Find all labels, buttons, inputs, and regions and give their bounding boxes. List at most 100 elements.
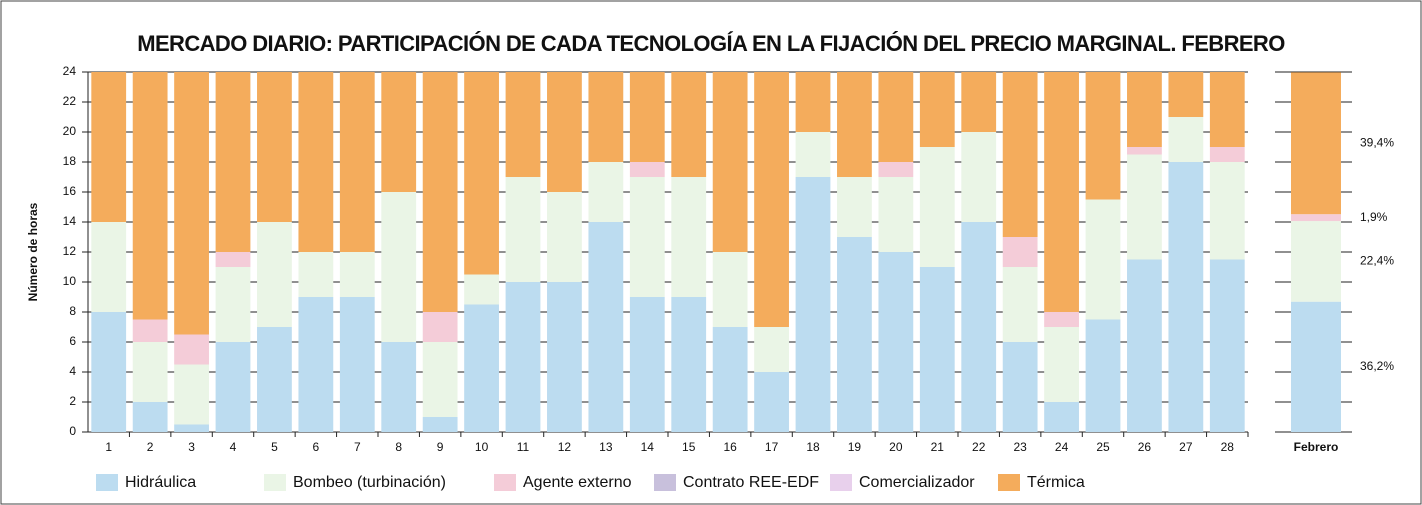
legend-swatch [494, 474, 516, 491]
bar-segment [422, 312, 458, 342]
bar-segment [215, 72, 251, 252]
bar-segment [339, 252, 375, 297]
bar-segment [795, 177, 831, 432]
bar-segment [215, 342, 251, 432]
bar-segment [464, 274, 499, 305]
bar-segment [961, 72, 997, 132]
legend-label: Comercializador [859, 474, 975, 491]
bar-segment [837, 237, 872, 432]
bar-segment [1002, 237, 1038, 267]
legend-swatch [998, 474, 1020, 491]
x-tick-label: 27 [1179, 440, 1193, 454]
legend-swatch [830, 474, 852, 491]
legend-swatch [96, 474, 118, 491]
bar-segment [422, 342, 458, 417]
bar-segment [629, 162, 665, 177]
bar-segment [422, 417, 458, 432]
x-tick-label: 13 [599, 440, 613, 454]
x-tick-label: 2 [147, 440, 154, 454]
bar-segment [257, 327, 292, 432]
bar-segment [629, 177, 665, 297]
bar-segment [174, 72, 209, 335]
bar-segment [919, 267, 955, 432]
bar-segment [422, 72, 458, 312]
x-tick-label: 17 [765, 440, 779, 454]
x-tick-label: 19 [848, 440, 862, 454]
x-tick-label: 23 [1013, 440, 1027, 454]
x-tick-label: 15 [682, 440, 696, 454]
summary-segment [1291, 214, 1341, 222]
bar-segment [339, 297, 375, 432]
y-tick-label: 24 [63, 64, 77, 78]
y-tick-label: 20 [63, 124, 77, 138]
bar-segment [91, 312, 127, 432]
bar-segment [174, 424, 209, 432]
summary-label: 36,2% [1360, 359, 1394, 373]
x-tick-label: 11 [517, 440, 530, 454]
bar-segment [464, 72, 499, 275]
bar-segment [1002, 72, 1038, 237]
y-tick-label: 2 [69, 394, 76, 408]
summary-category: Febrero [1294, 440, 1339, 454]
bar-segment [174, 334, 209, 365]
summary-segment [1291, 221, 1341, 302]
bar-segment [712, 327, 748, 432]
x-tick-label: 9 [437, 440, 444, 454]
bar-segment [257, 72, 292, 222]
bar-segment [257, 222, 292, 327]
bar-segment [1209, 162, 1245, 260]
bar-segment [671, 72, 707, 177]
bar-segment [381, 72, 417, 192]
bar-segment [754, 72, 789, 327]
x-tick-label: 18 [806, 440, 820, 454]
summary-label: 1,9% [1360, 210, 1388, 224]
x-tick-label: 14 [641, 440, 655, 454]
bar-segment [1085, 199, 1121, 320]
y-tick-label: 18 [63, 154, 77, 168]
chart-title: MERCADO DIARIO: PARTICIPACIÓN DE CADA TE… [137, 31, 1285, 56]
bar-segment [671, 177, 707, 297]
summary-segment [1291, 301, 1341, 432]
bar-segment [1085, 72, 1121, 200]
x-tick-label: 22 [972, 440, 986, 454]
x-tick-label: 16 [723, 440, 737, 454]
bar-segment [588, 162, 624, 222]
y-tick-label: 10 [63, 274, 77, 288]
bar-segment [1209, 259, 1245, 432]
y-tick-label: 16 [63, 184, 77, 198]
bar-segment [795, 132, 831, 177]
y-tick-label: 4 [69, 364, 76, 378]
bar-segment [878, 162, 914, 177]
bar-segment [132, 342, 168, 402]
bar-segment [837, 72, 872, 177]
y-tick-label: 8 [69, 304, 76, 318]
y-tick-label: 12 [63, 244, 77, 258]
bar-segment [878, 177, 914, 252]
x-tick-label: 4 [230, 440, 237, 454]
bar-segment [919, 72, 955, 147]
bar-segment [505, 282, 541, 432]
bar-segment [837, 177, 872, 237]
y-axis-label: Número de horas [26, 202, 40, 301]
bar-segment [1044, 72, 1079, 312]
bar-segment [1002, 342, 1038, 432]
bar-segment [1209, 147, 1245, 162]
bar-segment [588, 72, 624, 162]
bar-segment [339, 72, 375, 252]
bar-segment [174, 364, 209, 425]
x-tick-label: 8 [395, 440, 402, 454]
x-tick-label: 1 [105, 440, 112, 454]
x-tick-label: 5 [271, 440, 278, 454]
bar-segment [91, 72, 127, 222]
bar-segment [754, 372, 789, 432]
bar-segment [961, 132, 997, 222]
bar-segment [919, 147, 955, 267]
legend-label: Hidráulica [125, 474, 196, 491]
legend-label: Térmica [1027, 474, 1085, 491]
bar-segment [215, 267, 251, 342]
summary-segment [1291, 72, 1341, 215]
bar-segment [505, 72, 541, 177]
legend-swatch [654, 474, 676, 491]
bar-segment [1044, 327, 1079, 402]
bar-segment [505, 177, 541, 282]
